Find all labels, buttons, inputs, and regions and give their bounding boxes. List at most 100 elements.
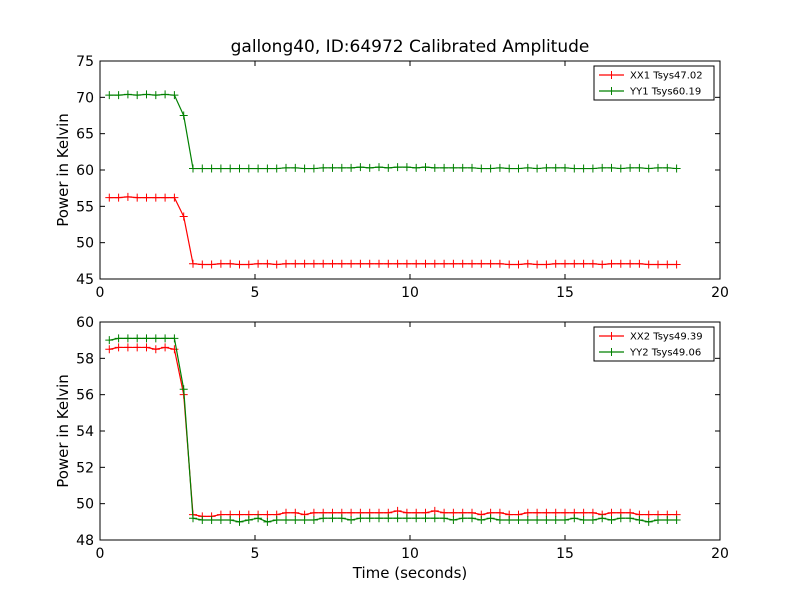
x-tick-label: 0 — [96, 285, 105, 301]
data-point — [226, 259, 235, 268]
data-point — [328, 163, 337, 172]
data-point — [114, 334, 123, 343]
data-point — [365, 259, 374, 268]
y-tick-label: 60 — [76, 315, 94, 331]
data-point — [542, 516, 551, 525]
data-point — [486, 164, 495, 173]
top-plot: 0 5 10 15 20 45 50 55 60 65 70 75 XX1 Tsys47.02 YY1 T… — [76, 54, 729, 301]
data-point — [123, 334, 132, 343]
legend-marker — [607, 87, 616, 95]
data-point — [477, 164, 486, 173]
data-point — [393, 163, 402, 172]
data-point — [189, 514, 197, 523]
data-point — [291, 516, 300, 525]
data-point — [449, 508, 458, 517]
legend-marker — [607, 332, 616, 340]
data-point — [514, 164, 523, 173]
data-point — [235, 510, 244, 519]
data-point — [644, 260, 653, 269]
data-point — [198, 164, 207, 173]
data-point — [421, 259, 430, 268]
data-point — [133, 193, 142, 202]
data-point — [607, 516, 616, 525]
legend-label: XX1 Tsys47.02 — [630, 71, 703, 82]
data-point — [263, 259, 272, 268]
data-point — [319, 259, 328, 268]
data-point — [309, 164, 318, 173]
data-point — [551, 163, 560, 172]
data-point — [365, 163, 374, 172]
data-point — [263, 517, 272, 526]
data-point — [440, 514, 449, 523]
data-point — [142, 90, 151, 99]
data-point — [598, 163, 607, 172]
data-point — [523, 163, 532, 172]
data-point — [254, 514, 263, 523]
data-point — [663, 260, 672, 269]
data-point — [282, 259, 290, 268]
data-point — [254, 164, 263, 173]
data-point — [393, 506, 402, 515]
data-point — [161, 193, 170, 202]
data-point — [384, 259, 393, 268]
data-point — [356, 514, 365, 523]
data-point — [170, 91, 179, 100]
data-point — [533, 508, 542, 517]
data-point — [458, 514, 467, 523]
data-point — [216, 259, 225, 268]
data-point — [244, 164, 253, 173]
data-point — [551, 516, 560, 525]
y-tick-label: 65 — [76, 127, 94, 143]
data-point — [384, 163, 393, 172]
data-point — [458, 163, 467, 172]
data-point — [123, 192, 132, 201]
x-tick-label: 15 — [556, 546, 574, 562]
data-point — [179, 385, 188, 394]
data-point — [309, 259, 318, 268]
data-point — [663, 163, 672, 172]
x-tick-label: 10 — [401, 285, 419, 301]
data-point — [430, 163, 439, 172]
data-point — [337, 163, 346, 172]
data-point — [402, 259, 411, 268]
data-point — [244, 516, 253, 525]
y-tick-label: 58 — [76, 351, 94, 367]
data-point — [561, 163, 569, 172]
data-point — [151, 345, 160, 354]
data-point — [635, 163, 644, 172]
data-point — [151, 91, 160, 100]
data-point — [542, 260, 551, 269]
data-point — [588, 516, 597, 525]
x-tick-label: 20 — [711, 285, 729, 301]
data-point — [216, 516, 225, 525]
data-point — [207, 260, 216, 269]
data-point — [133, 343, 142, 352]
data-point — [468, 163, 476, 172]
data-point — [421, 514, 430, 523]
data-point — [449, 259, 458, 268]
x-tick-label: 5 — [251, 546, 260, 562]
data-point — [654, 260, 662, 269]
data-point — [235, 164, 244, 173]
data-point — [123, 90, 132, 99]
data-point — [672, 164, 681, 173]
data-point — [635, 516, 644, 525]
data-point — [207, 516, 216, 525]
x-tick-label: 20 — [711, 546, 729, 562]
data-point — [375, 259, 383, 268]
data-point — [514, 260, 523, 269]
data-point — [551, 259, 560, 268]
data-point — [393, 259, 402, 268]
data-point — [430, 514, 439, 523]
data-point — [328, 259, 337, 268]
data-point — [142, 343, 151, 352]
data-point — [393, 514, 402, 523]
data-point — [179, 212, 188, 221]
legend-label: XX2 Tsys49.39 — [630, 332, 703, 343]
y-tick-label: 50 — [76, 236, 94, 252]
data-point — [486, 259, 495, 268]
data-point — [598, 260, 607, 269]
data-point — [272, 516, 281, 525]
data-point — [607, 259, 616, 268]
data-point — [402, 163, 411, 172]
